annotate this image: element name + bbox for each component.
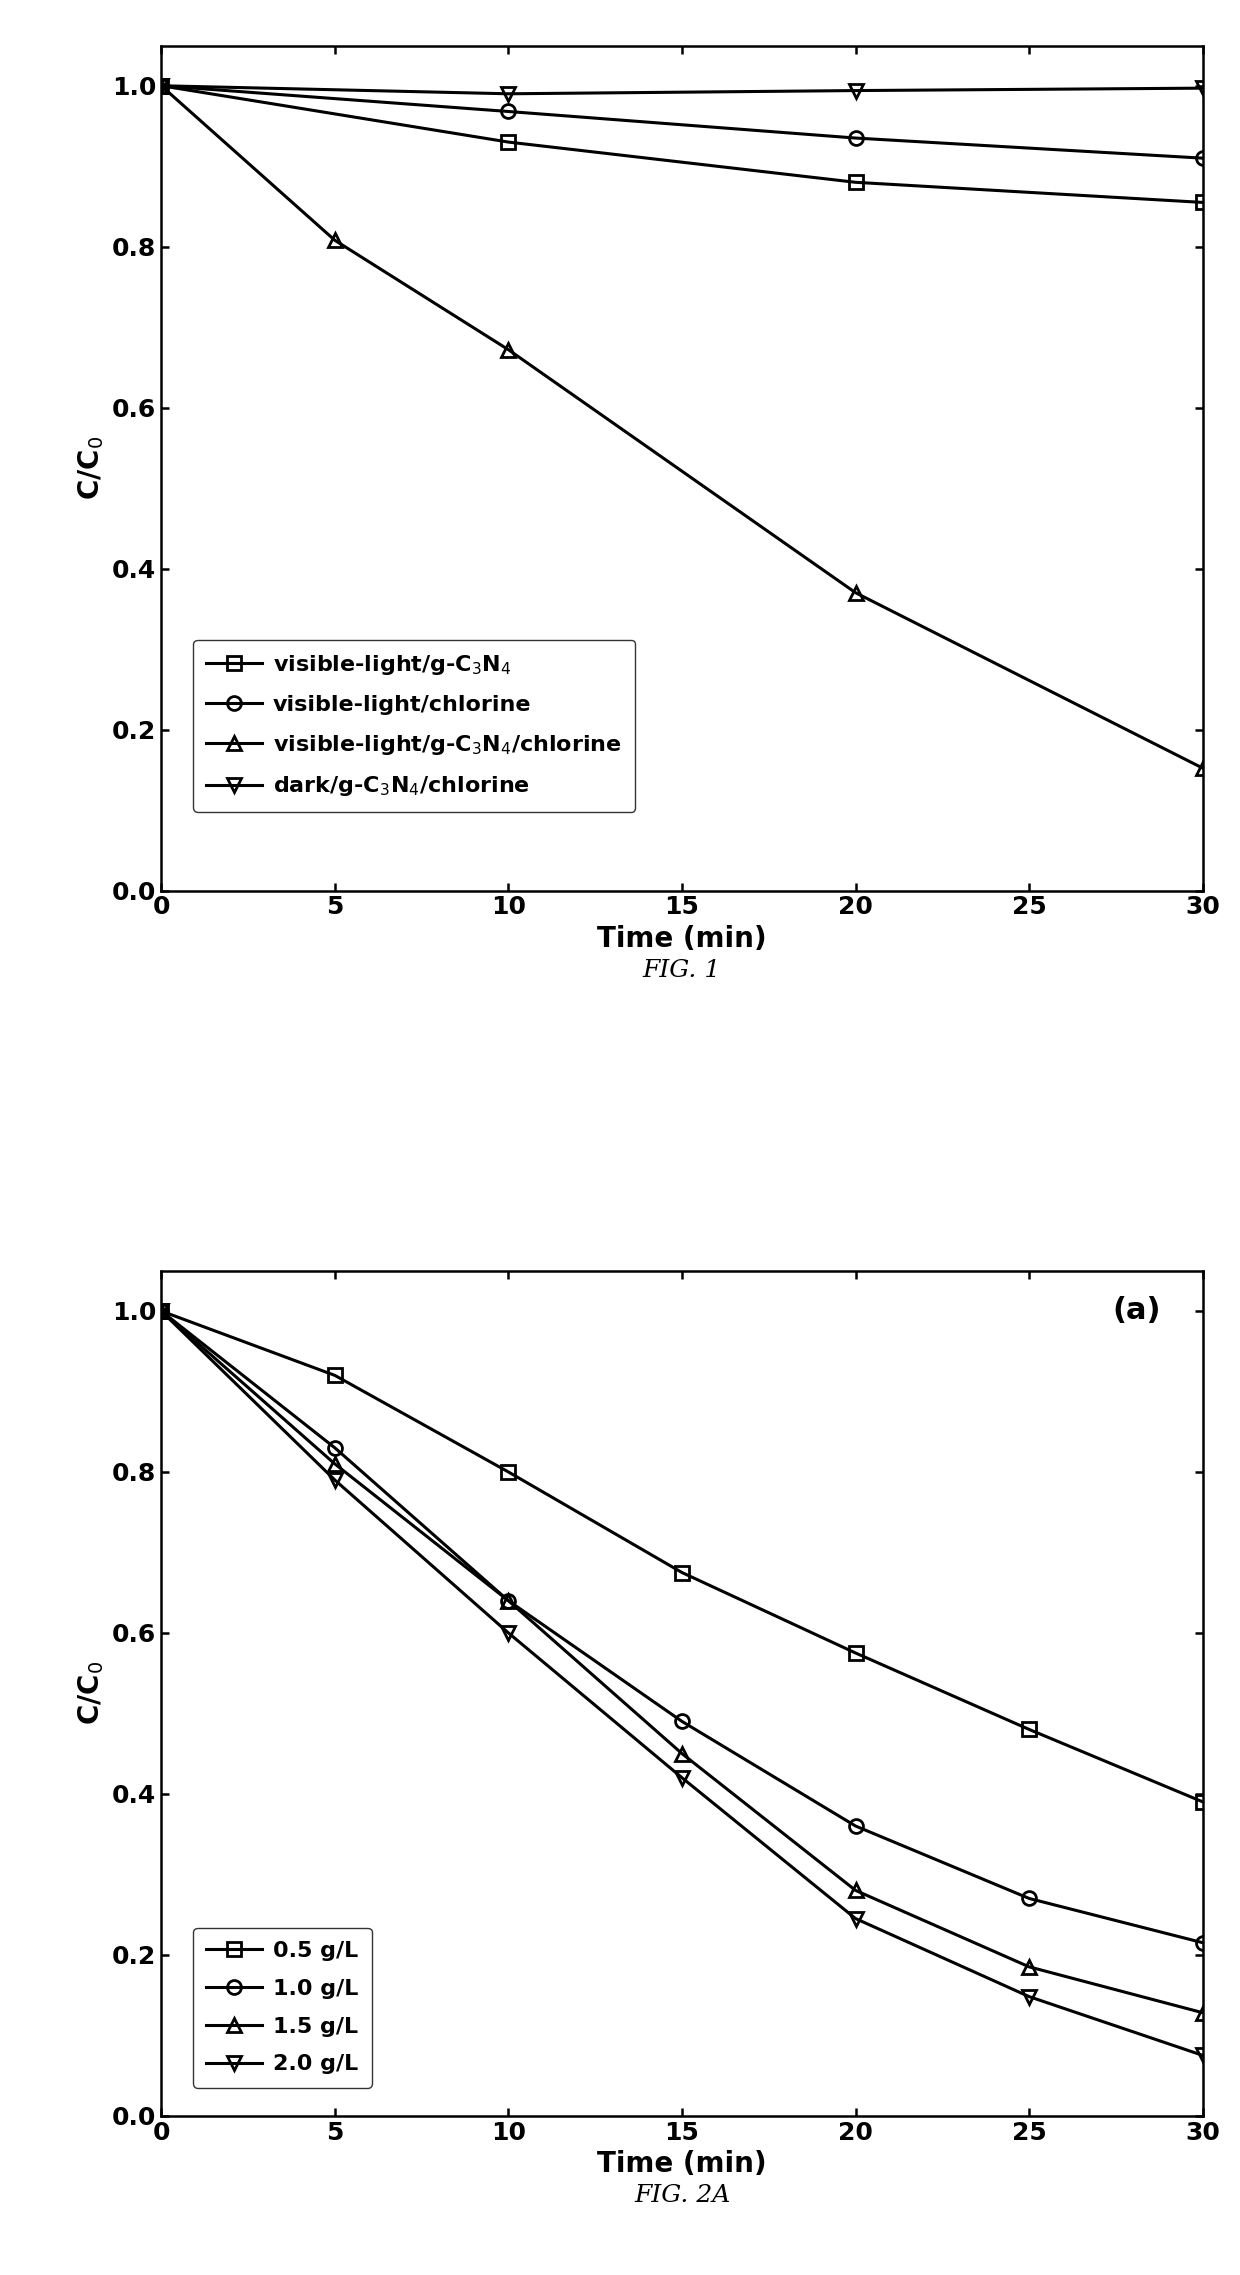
visible-light/g-C$_3$N$_4$ (1195, 189, 1210, 216)
visible-light/chlorine (1195, 146, 1210, 173)
Text: FIG. 2A: FIG. 2A (634, 2184, 730, 2207)
visible-light/g-C$_3$N$_4$/chlorine (1195, 755, 1210, 783)
0.5 g/L (154, 1297, 169, 1324)
0.5 g/L (327, 1363, 342, 1390)
Y-axis label: C/C$_0$: C/C$_0$ (77, 1661, 107, 1724)
1.0 g/L (501, 1588, 516, 1615)
1.0 g/L (1195, 1929, 1210, 1956)
1.0 g/L (1022, 1884, 1037, 1911)
0.5 g/L (1022, 1715, 1037, 1743)
Legend: visible-light/g-C$_3$N$_4$, visible-light/chlorine, visible-light/g-C$_3$N$_4$/c: visible-light/g-C$_3$N$_4$, visible-ligh… (193, 639, 635, 812)
dark/g-C$_3$N$_4$/chlorine (848, 77, 863, 105)
Text: (a): (a) (1112, 1297, 1161, 1324)
Legend: 0.5 g/L, 1.0 g/L, 1.5 g/L, 2.0 g/L: 0.5 g/L, 1.0 g/L, 1.5 g/L, 2.0 g/L (193, 1927, 372, 2088)
Line: visible-light/g-C$_3$N$_4$/chlorine: visible-light/g-C$_3$N$_4$/chlorine (154, 80, 1210, 776)
Line: visible-light/chlorine: visible-light/chlorine (154, 80, 1210, 166)
1.0 g/L (848, 1813, 863, 1840)
dark/g-C$_3$N$_4$/chlorine (1195, 75, 1210, 102)
2.0 g/L (327, 1467, 342, 1495)
visible-light/g-C$_3$N$_4$/chlorine (154, 73, 169, 100)
Text: FIG. 1: FIG. 1 (642, 958, 722, 981)
Line: 2.0 g/L: 2.0 g/L (154, 1304, 1210, 2063)
visible-light/g-C$_3$N$_4$/chlorine (327, 228, 342, 255)
Line: visible-light/g-C$_3$N$_4$: visible-light/g-C$_3$N$_4$ (154, 80, 1210, 209)
1.5 g/L (154, 1297, 169, 1324)
1.5 g/L (1195, 2000, 1210, 2027)
Y-axis label: C/C$_0$: C/C$_0$ (77, 437, 107, 500)
2.0 g/L (1195, 2041, 1210, 2068)
0.5 g/L (848, 1640, 863, 1668)
visible-light/g-C$_3$N$_4$ (154, 73, 169, 100)
1.0 g/L (675, 1709, 689, 1736)
visible-light/g-C$_3$N$_4$ (501, 127, 516, 155)
1.5 g/L (501, 1588, 516, 1615)
0.5 g/L (1195, 1788, 1210, 1815)
Line: 0.5 g/L: 0.5 g/L (154, 1304, 1210, 1809)
dark/g-C$_3$N$_4$/chlorine (501, 80, 516, 107)
1.5 g/L (675, 1740, 689, 1768)
2.0 g/L (848, 1904, 863, 1931)
visible-light/chlorine (501, 98, 516, 125)
1.0 g/L (154, 1297, 169, 1324)
2.0 g/L (501, 1620, 516, 1647)
dark/g-C$_3$N$_4$/chlorine (154, 73, 169, 100)
Line: 1.0 g/L: 1.0 g/L (154, 1304, 1210, 1950)
Line: 1.5 g/L: 1.5 g/L (154, 1304, 1210, 2020)
X-axis label: Time (min): Time (min) (598, 2150, 766, 2177)
1.5 g/L (1022, 1954, 1037, 1982)
visible-light/g-C$_3$N$_4$/chlorine (848, 580, 863, 607)
1.5 g/L (848, 1877, 863, 1904)
visible-light/chlorine (848, 125, 863, 152)
visible-light/g-C$_3$N$_4$ (848, 168, 863, 196)
1.5 g/L (327, 1449, 342, 1476)
1.0 g/L (327, 1433, 342, 1461)
Line: dark/g-C$_3$N$_4$/chlorine: dark/g-C$_3$N$_4$/chlorine (154, 80, 1210, 100)
X-axis label: Time (min): Time (min) (598, 926, 766, 953)
2.0 g/L (675, 1763, 689, 1790)
2.0 g/L (154, 1297, 169, 1324)
visible-light/g-C$_3$N$_4$/chlorine (501, 337, 516, 364)
2.0 g/L (1022, 1984, 1037, 2011)
0.5 g/L (675, 1558, 689, 1586)
0.5 g/L (501, 1458, 516, 1486)
visible-light/chlorine (154, 73, 169, 100)
